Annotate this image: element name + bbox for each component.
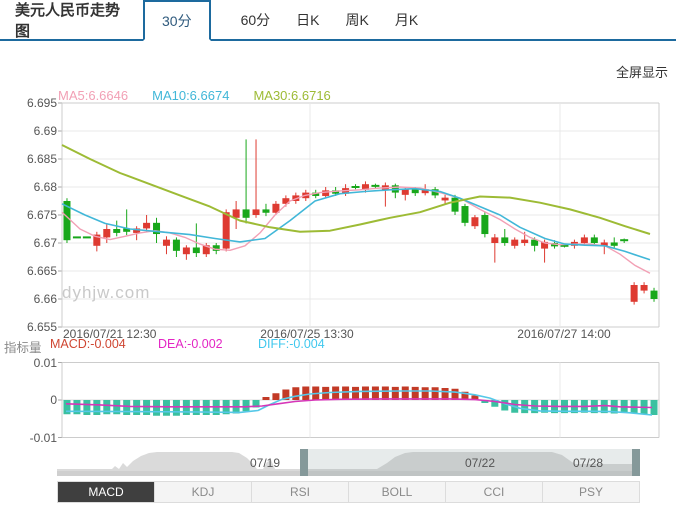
- indicator-tab-boll[interactable]: BOLL: [348, 482, 445, 502]
- macd-axis-label: 0.01: [33, 355, 57, 370]
- price-axis-label: 6.68: [33, 180, 57, 194]
- candlesticks: [63, 139, 658, 305]
- price-axis-label: 6.67: [33, 236, 57, 250]
- price-axis-label: 6.695: [26, 96, 57, 110]
- price-axis-label: 6.675: [26, 208, 57, 222]
- indicator-tab-rsi[interactable]: RSI: [251, 482, 348, 502]
- timeline-area-chart: [57, 452, 640, 476]
- indicator-tab-kdj[interactable]: KDJ: [154, 482, 251, 502]
- ma10-line: [61, 187, 651, 261]
- indicator-tabs: MACD KDJ RSI BOLL CCI PSY: [57, 481, 640, 503]
- ma30-line: [61, 144, 651, 235]
- timeline-handle-right[interactable]: [632, 449, 640, 476]
- chart-tabbar: 美元人民币走势图 30分 60分 日K 周K 月K: [0, 0, 676, 41]
- macd-grid: [58, 362, 660, 438]
- price-axis-label: 6.685: [26, 152, 57, 166]
- ma-legend: MA5:6.6646 MA10:6.6674 MA30:6.6716: [58, 88, 355, 103]
- timeline-handle-left[interactable]: [300, 449, 308, 476]
- price-axis-label: 6.69: [33, 124, 57, 138]
- fullscreen-button[interactable]: 全屏显示: [615, 65, 668, 80]
- ma10-legend: MA10:6.6674: [152, 88, 230, 103]
- chart-title: 美元人民币走势图: [15, 1, 121, 40]
- tab-monthly-k[interactable]: 月K: [394, 11, 419, 28]
- indicator-tab-macd[interactable]: MACD: [58, 482, 154, 502]
- indicator-label: 指标量: [4, 341, 42, 355]
- timeline-scrubber[interactable]: 07/19 07/22 07/28: [57, 449, 640, 477]
- dea-value: DEA:-0.002: [158, 337, 223, 351]
- ma5-legend: MA5:6.6646: [58, 88, 129, 103]
- price-axis-label: 6.655: [26, 320, 57, 334]
- timeline-selection[interactable]: [300, 449, 640, 476]
- diff-value: DIFF:-0.004: [258, 337, 325, 351]
- price-axis-label: 6.66: [33, 292, 57, 306]
- price-axis-label: 6.665: [26, 264, 57, 278]
- price-grid: [58, 102, 660, 328]
- x-axis-label: 2016/07/27 14:00: [517, 327, 611, 341]
- x-axis-label: 2016/07/25 13:30: [260, 327, 354, 341]
- macd-axis-label: 0: [50, 393, 57, 407]
- indicator-tab-psy[interactable]: PSY: [542, 482, 639, 502]
- tab-30min[interactable]: 30分: [143, 0, 211, 41]
- x-axis-label: 2016/07/21 12:30: [63, 327, 157, 341]
- tab-60min[interactable]: 60分: [240, 11, 271, 28]
- tab-weekly-k[interactable]: 周K: [345, 11, 369, 28]
- dea-line: [65, 398, 653, 409]
- diff-line: [65, 390, 653, 416]
- tab-daily-k[interactable]: 日K: [296, 11, 320, 28]
- watermark: dyhjw.com: [62, 283, 151, 302]
- ma30-legend: MA30:6.6716: [253, 88, 331, 103]
- macd-value: MACD:-0.004: [50, 337, 126, 351]
- macd-axis-label: -0.01: [29, 430, 57, 445]
- indicator-tab-cci[interactable]: CCI: [445, 482, 542, 502]
